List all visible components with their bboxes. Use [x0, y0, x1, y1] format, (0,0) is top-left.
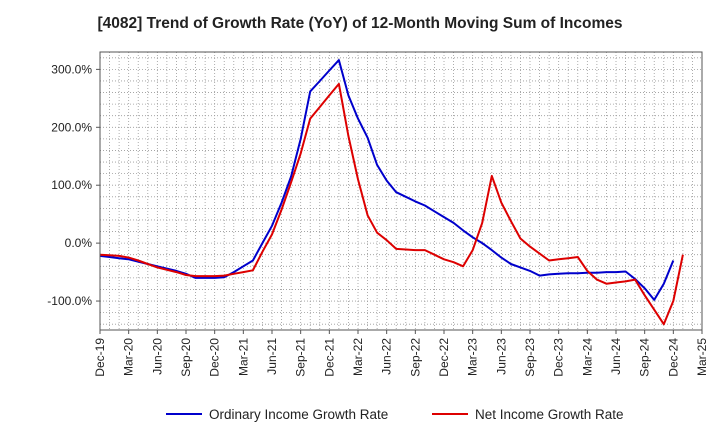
- chart-title: [4082] Trend of Growth Rate (YoY) of 12-…: [97, 15, 622, 32]
- x-tick-label: Mar-25: [695, 338, 709, 376]
- x-tick-label: Jun-24: [609, 338, 623, 375]
- series-line-ordinary-income-growth-rate: [99, 59, 675, 301]
- series-lines: [99, 59, 684, 326]
- y-tick-label: 300.0%: [51, 62, 92, 76]
- y-tick-label: 0.0%: [65, 236, 93, 250]
- x-tick-label: Jun-22: [380, 338, 394, 375]
- y-tick-label: -100.0%: [47, 294, 92, 308]
- y-tick-label: 100.0%: [51, 178, 92, 192]
- x-tick-label: Dec-24: [666, 338, 680, 377]
- plot-frame: [99, 51, 703, 331]
- y-tick-label: 200.0%: [51, 120, 92, 134]
- x-tick-label: Jun-20: [150, 338, 164, 375]
- x-tick-label: Mar-20: [122, 338, 136, 376]
- x-axis: Dec-19 Mar-20 Jun-20 Sep-20 Dec-20 Mar-21 Jun-…: [93, 330, 709, 377]
- x-tick-label: Jun-21: [265, 338, 279, 375]
- x-tick-label: Sep-24: [638, 338, 652, 377]
- x-tick-label: Dec-19: [93, 338, 107, 377]
- x-tick-label: Dec-21: [322, 338, 336, 377]
- x-tick-label: Sep-22: [408, 338, 422, 377]
- x-tick-label: Sep-23: [523, 338, 537, 377]
- x-tick-label: Mar-23: [466, 338, 480, 376]
- legend-label: Net Income Growth Rate: [475, 407, 624, 422]
- x-tick-label: Jun-23: [494, 338, 508, 375]
- x-tick-label: Mar-22: [351, 338, 365, 376]
- x-tick-label: Sep-20: [179, 338, 193, 377]
- y-axis: -100.0% 0.0% 100.0% 200.0% 300.0%: [47, 62, 100, 308]
- series-line-net-income-growth-rate: [99, 82, 684, 326]
- x-tick-label: Mar-21: [236, 338, 250, 376]
- legend-label: Ordinary Income Growth Rate: [209, 407, 388, 422]
- x-tick-label: Dec-23: [552, 338, 566, 377]
- x-tick-label: Dec-22: [437, 338, 451, 377]
- legend: Ordinary Income Growth Rate Net Income Gr…: [166, 407, 624, 422]
- grid: [99, 52, 703, 330]
- x-tick-label: Dec-20: [208, 338, 222, 377]
- x-tick-label: Sep-21: [294, 338, 308, 377]
- x-tick-label: Mar-24: [580, 338, 594, 376]
